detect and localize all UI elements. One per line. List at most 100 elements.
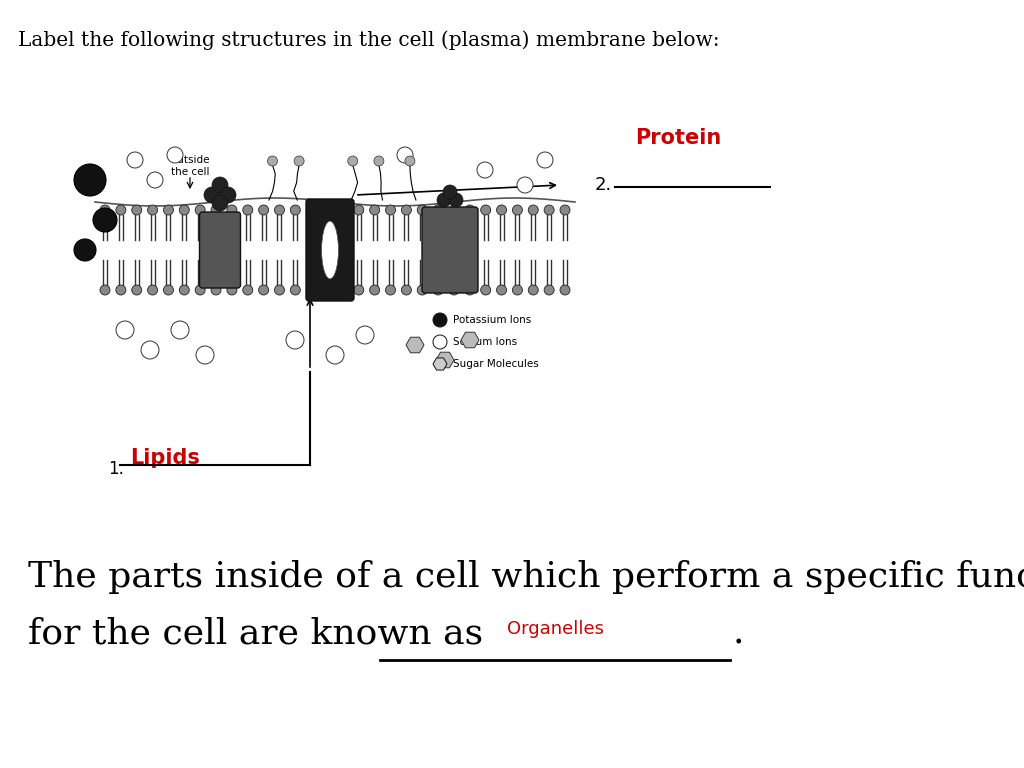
Circle shape [497,205,507,215]
Circle shape [286,331,304,349]
Circle shape [338,285,348,295]
Circle shape [449,285,459,295]
Circle shape [326,346,344,364]
Circle shape [274,285,285,295]
Circle shape [401,285,412,295]
Circle shape [147,285,158,295]
Circle shape [385,285,395,295]
Circle shape [132,285,141,295]
Polygon shape [436,353,454,368]
Circle shape [348,156,357,166]
Circle shape [517,177,534,193]
Circle shape [370,205,380,215]
Circle shape [274,205,285,215]
Circle shape [147,172,163,188]
Circle shape [544,285,554,295]
Circle shape [512,285,522,295]
Circle shape [404,156,415,166]
Circle shape [116,321,134,339]
Circle shape [179,205,189,215]
Circle shape [512,205,522,215]
Text: Potassium Ions: Potassium Ions [453,315,531,325]
Circle shape [291,285,300,295]
Circle shape [212,177,228,193]
Circle shape [497,285,507,295]
Circle shape [306,285,316,295]
Circle shape [74,164,106,196]
FancyBboxPatch shape [422,207,478,293]
Circle shape [433,285,443,295]
Circle shape [544,205,554,215]
Text: Sugar Molecules: Sugar Molecules [453,359,539,369]
Text: Protein: Protein [635,128,721,148]
Circle shape [537,152,553,168]
Circle shape [179,285,189,295]
Circle shape [480,205,490,215]
Circle shape [465,205,475,215]
Circle shape [443,185,457,199]
Circle shape [560,285,570,295]
Circle shape [370,285,380,295]
Circle shape [338,205,348,215]
Circle shape [477,162,493,178]
Circle shape [354,205,364,215]
Circle shape [132,205,141,215]
Polygon shape [433,358,447,370]
Circle shape [465,285,475,295]
Polygon shape [406,337,424,353]
Text: Outside
the cell: Outside the cell [170,155,210,177]
Circle shape [385,205,395,215]
Circle shape [374,156,384,166]
Circle shape [196,285,205,295]
Circle shape [211,205,221,215]
Circle shape [220,187,236,203]
Circle shape [433,313,447,327]
Circle shape [74,239,96,261]
Circle shape [227,205,237,215]
Circle shape [354,285,364,295]
Circle shape [204,187,220,203]
Circle shape [560,205,570,215]
Circle shape [259,285,268,295]
Polygon shape [461,333,479,348]
Circle shape [211,285,221,295]
Circle shape [356,326,374,344]
Text: .: . [733,617,744,651]
Circle shape [116,285,126,295]
Circle shape [433,335,447,349]
Circle shape [100,285,110,295]
Circle shape [116,205,126,215]
Circle shape [164,285,173,295]
Text: 2.: 2. [595,176,612,194]
Circle shape [93,208,117,232]
Circle shape [417,285,427,295]
Circle shape [196,205,205,215]
Circle shape [212,195,228,211]
Text: The parts inside of a cell which perform a specific function: The parts inside of a cell which perform… [28,560,1024,594]
Circle shape [480,285,490,295]
Circle shape [417,205,427,215]
Circle shape [397,147,413,163]
Circle shape [449,193,463,207]
Text: Organelles: Organelles [507,620,603,638]
Circle shape [167,147,183,163]
Circle shape [227,285,237,295]
Text: for the cell are known as: for the cell are known as [28,617,483,651]
Circle shape [141,341,159,359]
Circle shape [243,285,253,295]
Circle shape [323,205,332,215]
Circle shape [243,205,253,215]
Ellipse shape [322,221,338,279]
Circle shape [528,205,539,215]
Circle shape [171,321,189,339]
Circle shape [528,285,539,295]
Circle shape [100,205,110,215]
Circle shape [433,205,443,215]
Circle shape [127,152,143,168]
Text: 1.: 1. [108,460,124,478]
Circle shape [437,193,451,207]
Circle shape [323,285,332,295]
Circle shape [196,346,214,364]
Circle shape [164,205,173,215]
Circle shape [294,156,304,166]
